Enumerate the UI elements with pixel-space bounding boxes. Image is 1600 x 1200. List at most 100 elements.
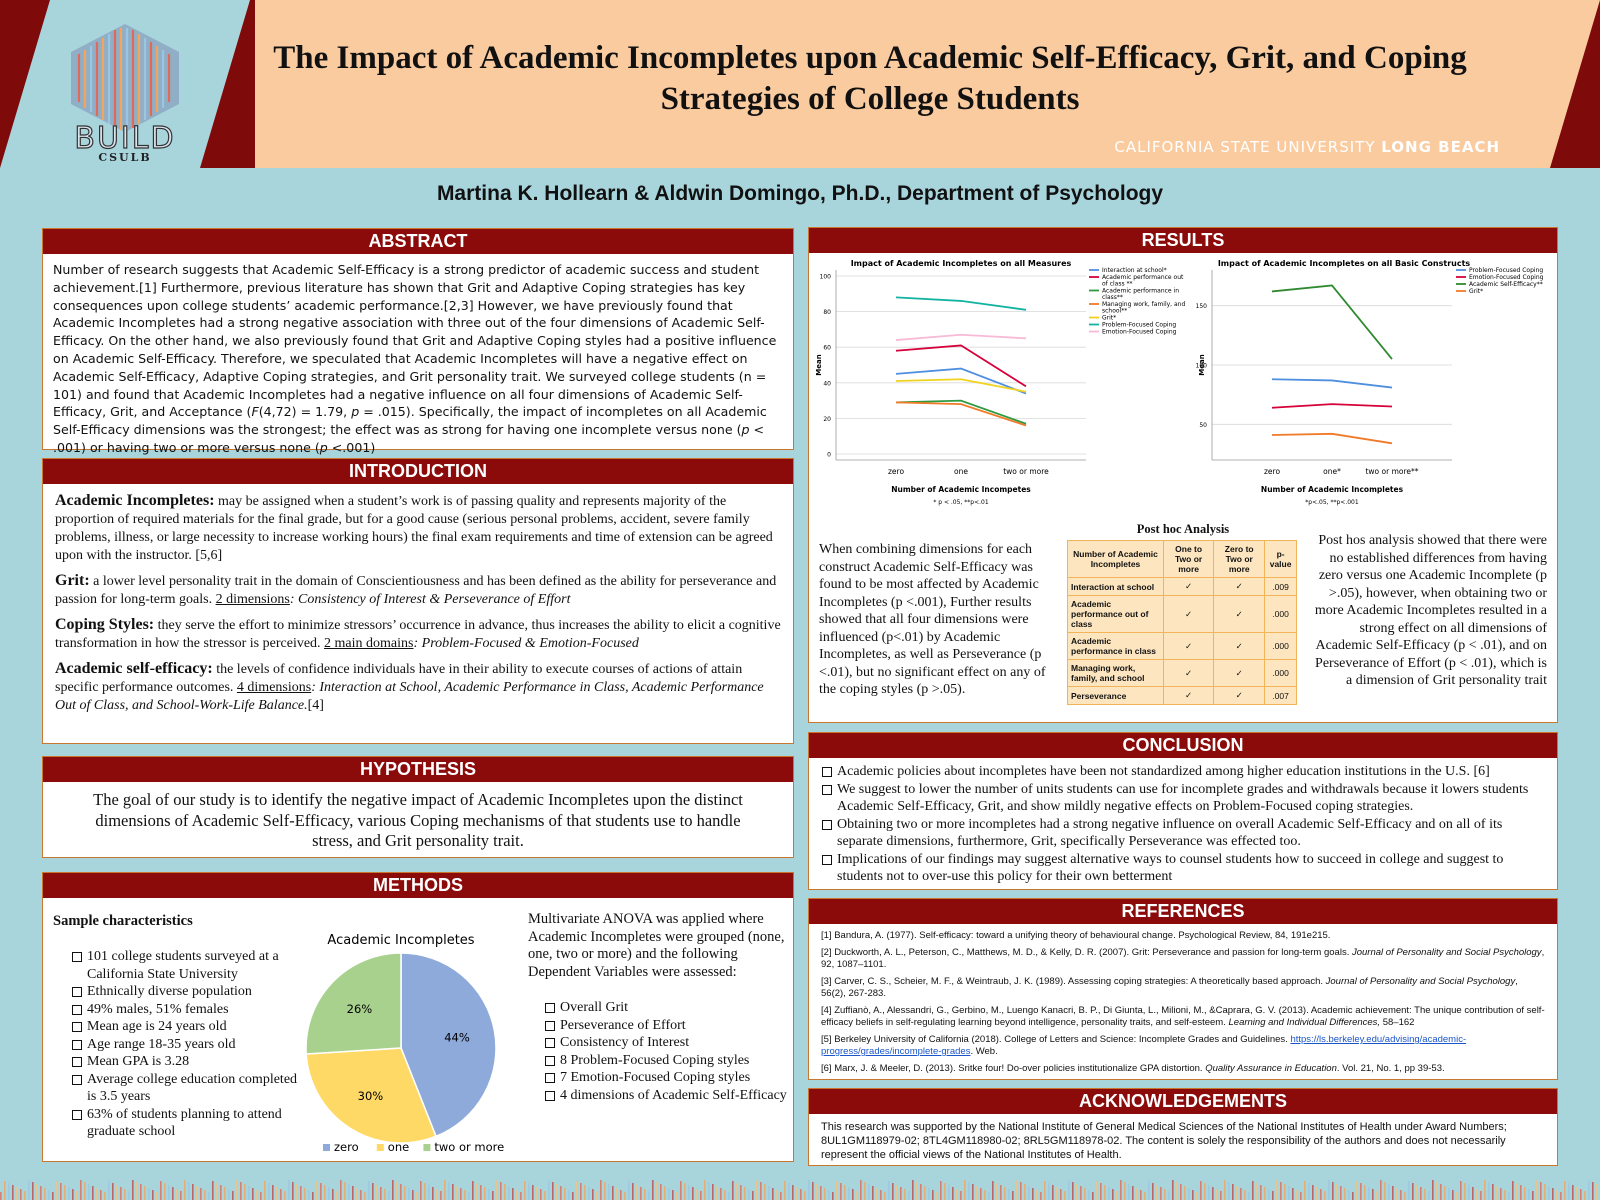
reference-item: [4] Zuffianò, A., Alessandri, G., Gerbin… xyxy=(821,1005,1545,1029)
footer-bar xyxy=(456,1186,458,1200)
abstract-text: Number of research suggests that Academi… xyxy=(43,254,793,464)
footer-bar xyxy=(772,1188,774,1200)
footer-bar xyxy=(248,1186,250,1200)
footer-bar xyxy=(1292,1188,1294,1200)
footer-bar xyxy=(116,1185,118,1200)
hypothesis-panel: HYPOTHESIS The goal of our study is to i… xyxy=(42,756,794,858)
footer-bar xyxy=(300,1186,302,1200)
footer-bar xyxy=(360,1190,362,1200)
footer-bar xyxy=(1180,1184,1182,1200)
footer-bar xyxy=(1136,1188,1138,1200)
footer-bar xyxy=(468,1192,470,1200)
footer-bar xyxy=(864,1182,866,1200)
footer-bar xyxy=(956,1189,958,1200)
footer-bar xyxy=(304,1188,306,1200)
footer-bar xyxy=(984,1190,986,1200)
footer-bar xyxy=(1584,1191,1586,1200)
abstract-part: Number of research suggests that Academi… xyxy=(53,262,777,420)
footer-bar xyxy=(932,1190,934,1200)
footer-bar xyxy=(700,1191,702,1200)
footer-bar xyxy=(1244,1190,1246,1200)
intro-term: Academic self-efficacy: xyxy=(55,660,213,677)
footer-bar xyxy=(996,1183,998,1200)
reference-link[interactable]: https://ls.berkeley.edu/advising/academi… xyxy=(821,1034,1467,1057)
footer-bar xyxy=(1344,1188,1346,1200)
sample-list: 101 college students surveyed at a Calif… xyxy=(53,948,298,1141)
footer-bar xyxy=(1048,1183,1050,1200)
footer-bar xyxy=(1120,1180,1122,1200)
footer-bar xyxy=(236,1180,238,1200)
footer-bar xyxy=(684,1183,686,1200)
references-body: [1] Bandura, A. (1977). Self-efficacy: t… xyxy=(809,924,1557,1086)
footer-bar xyxy=(620,1190,622,1200)
footer-bar xyxy=(464,1190,466,1200)
footer-bar xyxy=(1372,1189,1374,1200)
pie-slice-label: 26% xyxy=(347,1002,373,1016)
footer-bar xyxy=(1552,1188,1554,1200)
footer-bar xyxy=(1040,1192,1042,1200)
footer-bar xyxy=(536,1187,538,1200)
row-label: Academic performance out of class xyxy=(1067,595,1164,633)
footer-bar xyxy=(452,1184,454,1200)
footer-bar xyxy=(208,1192,210,1200)
footer-bar xyxy=(776,1190,778,1200)
sample-item: Mean GPA is 3.28 xyxy=(71,1053,298,1071)
logo-build-text: BUILD xyxy=(74,121,175,156)
footer-bar xyxy=(1524,1187,1526,1200)
footer-bar xyxy=(212,1181,214,1200)
footer-bar xyxy=(760,1182,762,1200)
dv-list: Overall Grit Perseverance of Effort Cons… xyxy=(528,999,788,1104)
x-tick-label: one xyxy=(954,467,968,476)
footer-bar xyxy=(568,1190,570,1200)
footer-bar xyxy=(1576,1187,1578,1200)
dv-item: Overall Grit xyxy=(544,999,788,1017)
footer-bar xyxy=(312,1192,314,1200)
footer-bar xyxy=(644,1189,646,1200)
reference-item: [5] Berkeley University of California (2… xyxy=(821,1034,1545,1058)
footer-bar xyxy=(40,1186,42,1200)
footer-bar xyxy=(936,1192,938,1200)
footer-bar xyxy=(668,1188,670,1200)
series-line xyxy=(895,399,1027,425)
footer-bar xyxy=(332,1189,334,1200)
footer-bar xyxy=(976,1186,978,1200)
footer-bar xyxy=(1172,1180,1174,1200)
footer-bar xyxy=(1496,1186,1498,1200)
footer-bar xyxy=(796,1187,798,1200)
footer-decoration xyxy=(0,1180,1598,1200)
footer-bar xyxy=(1544,1184,1546,1200)
footer-bar xyxy=(1008,1189,1010,1200)
sample-item: 49% males, 51% females xyxy=(71,1001,298,1019)
footer-bar xyxy=(612,1186,614,1200)
footer-bar xyxy=(396,1182,398,1200)
footer-bar xyxy=(1124,1182,1126,1200)
footer-bar xyxy=(256,1190,258,1200)
anova-column: Multivariate ANOVA was applied where Aca… xyxy=(528,911,788,1104)
footer-bar xyxy=(1452,1190,1454,1200)
dv-item: Consistency of Interest xyxy=(544,1034,788,1052)
footer-bar xyxy=(848,1187,850,1200)
footer-bar xyxy=(280,1189,282,1200)
header-right-band xyxy=(1550,0,1600,168)
ref-journal: Learning and Individual Differences, xyxy=(1228,1017,1381,1028)
footer-bar xyxy=(1336,1184,1338,1200)
conclusion-item: Obtaining two or more incompletes had a … xyxy=(821,816,1545,851)
footer-bar xyxy=(1256,1183,1258,1200)
footer-bar xyxy=(176,1189,178,1200)
y-axis-label: Mean xyxy=(815,354,823,375)
footer-bar xyxy=(916,1182,918,1200)
row-label: Managing work, family, and school xyxy=(1067,659,1164,687)
footer-bar xyxy=(364,1192,366,1200)
footer-bar xyxy=(680,1181,682,1200)
footer-bar xyxy=(1000,1185,1002,1200)
check-mark: ✓ xyxy=(1162,632,1215,660)
footer-bar xyxy=(1348,1190,1350,1200)
legend-label: Emotion-Focused Coping xyxy=(1469,274,1544,281)
footer-bar xyxy=(1404,1192,1406,1200)
abstract-stat: p xyxy=(319,439,328,455)
footer-bar xyxy=(724,1190,726,1200)
footer-bar xyxy=(204,1190,206,1200)
sample-title: Sample characteristics xyxy=(53,913,193,929)
footer-bar xyxy=(800,1189,802,1200)
footer-bar xyxy=(1088,1190,1090,1200)
